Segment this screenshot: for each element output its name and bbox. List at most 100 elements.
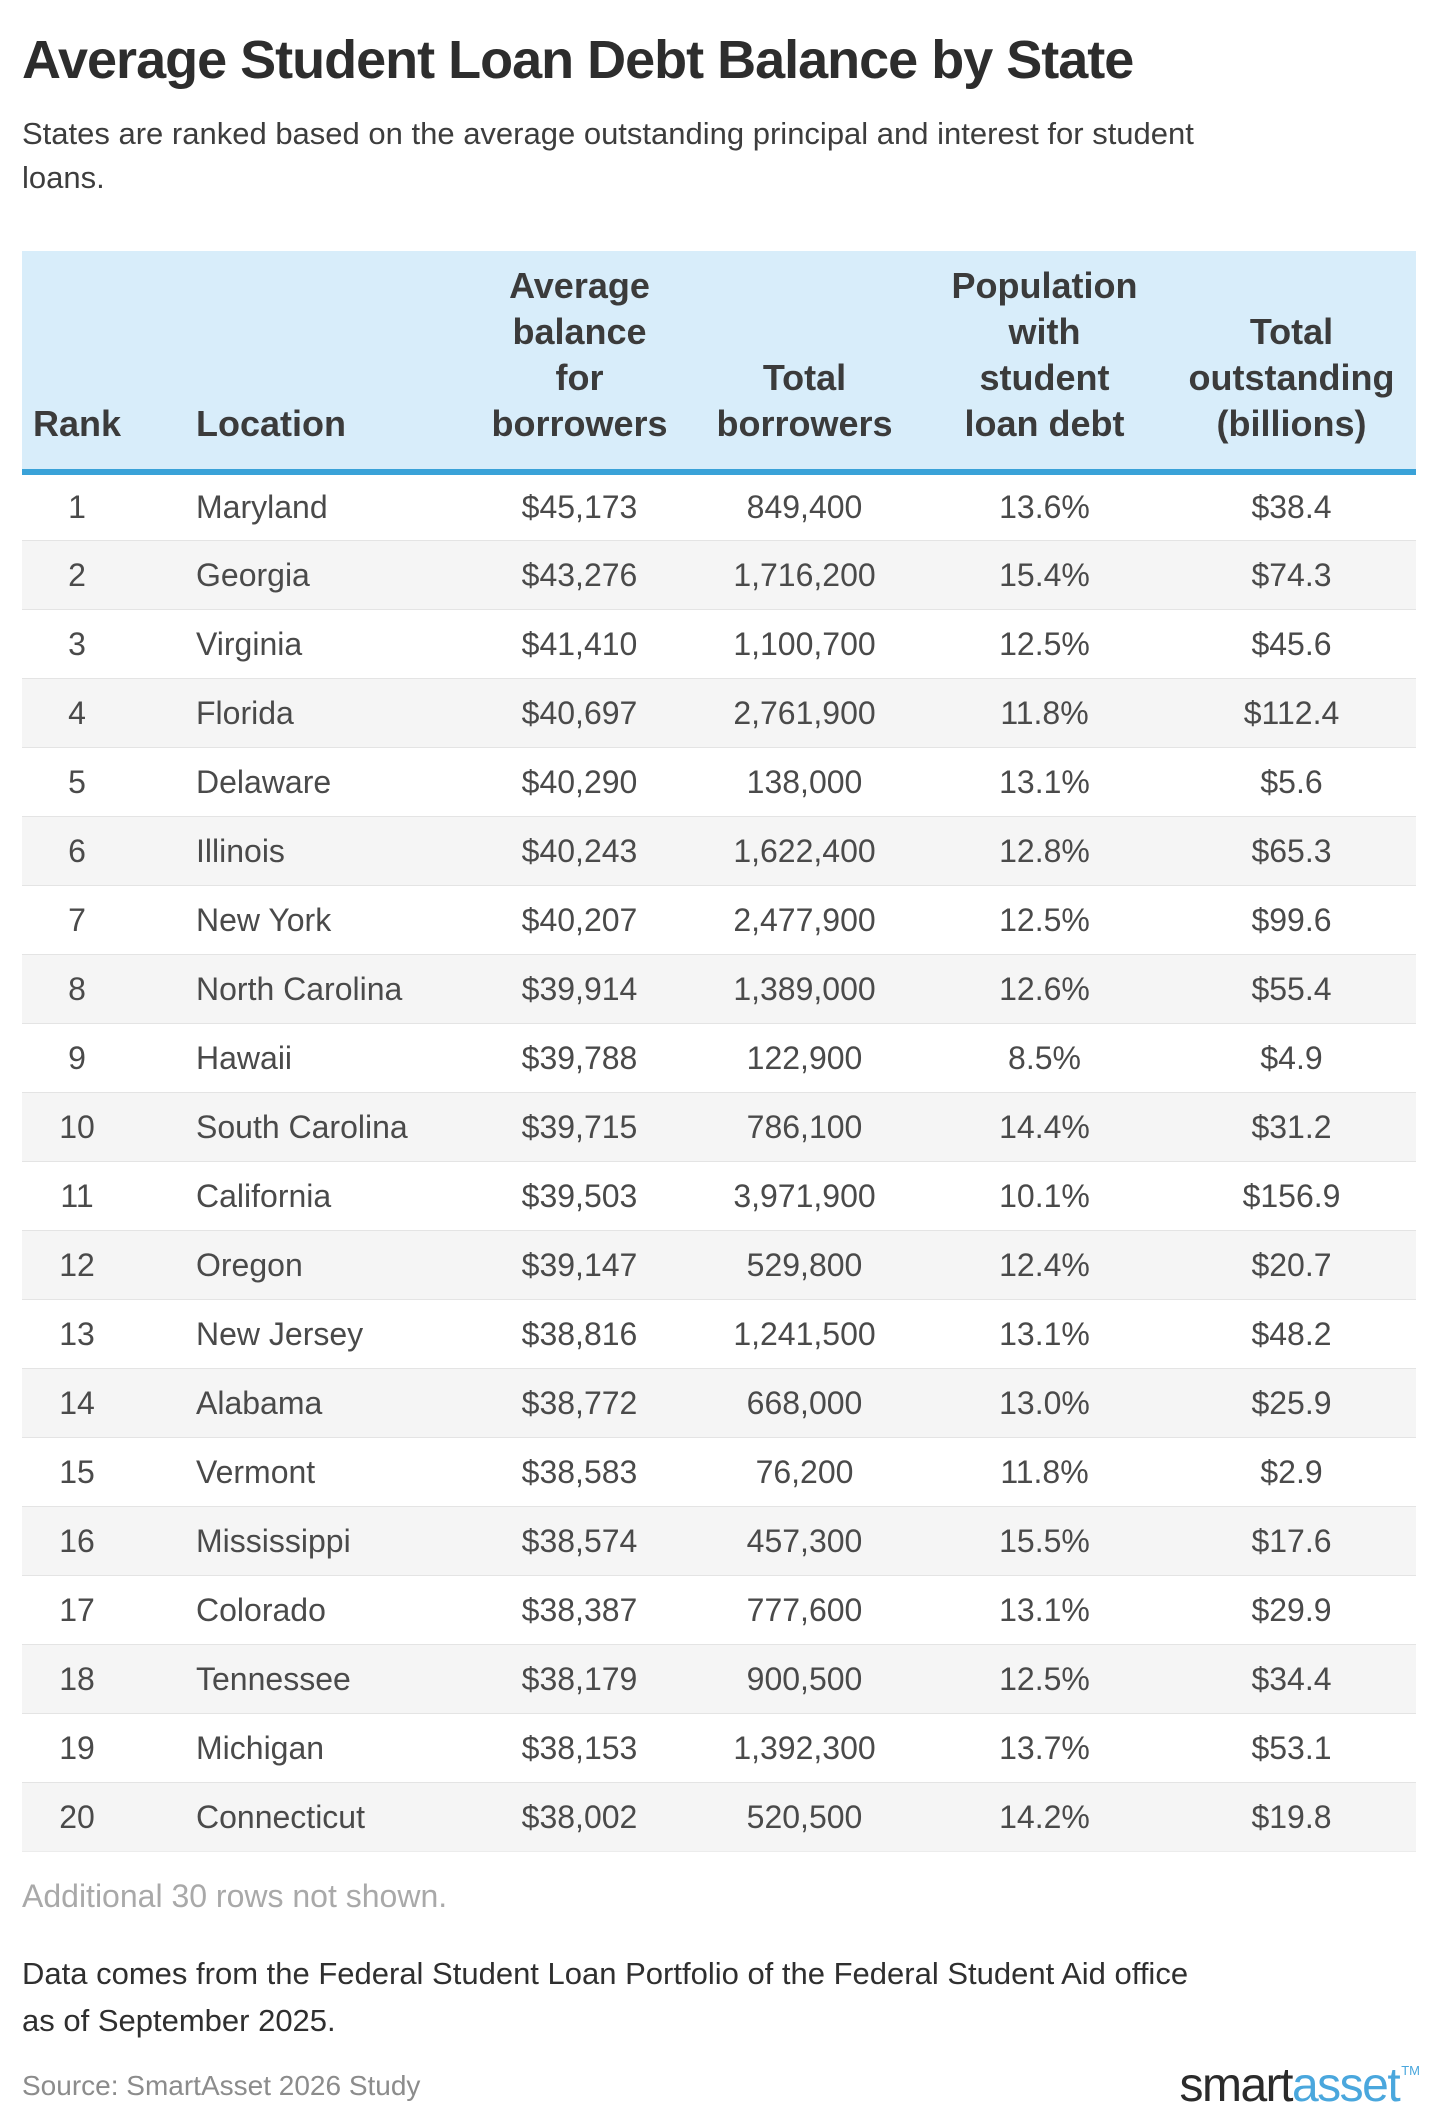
population-pct-cell: 8.5% [922, 1023, 1167, 1093]
total-borrowers-cell: 1,389,000 [687, 954, 922, 1024]
total-borrowers-cell: 2,761,900 [687, 678, 922, 748]
population-pct-cell: 13.7% [922, 1713, 1167, 1783]
population-pct-cell: 12.6% [922, 954, 1167, 1024]
avg-balance-cell: $38,583 [472, 1437, 687, 1507]
total-borrowers-cell: 1,716,200 [687, 540, 922, 610]
avg-balance-cell: $40,697 [472, 678, 687, 748]
total-outstanding-cell: $65.3 [1167, 816, 1416, 886]
rank-cell: 12 [22, 1230, 132, 1300]
table-row: 3 Virginia $41,410 1,100,700 12.5% $45.6 [22, 609, 1416, 679]
total-borrowers-cell: 457,300 [687, 1506, 922, 1576]
total-borrowers-cell: 668,000 [687, 1368, 922, 1438]
rank-cell: 7 [22, 885, 132, 955]
population-pct-cell: 15.4% [922, 540, 1167, 610]
population-pct-cell: 12.4% [922, 1230, 1167, 1300]
total-borrowers-cell: 1,241,500 [687, 1299, 922, 1369]
location-cell: New York [132, 885, 472, 955]
total-borrowers-cell: 122,900 [687, 1023, 922, 1093]
total-borrowers-cell: 3,971,900 [687, 1161, 922, 1231]
avg-balance-cell: $43,276 [472, 540, 687, 610]
table-row: 7 New York $40,207 2,477,900 12.5% $99.6 [22, 885, 1416, 955]
location-cell: Virginia [132, 609, 472, 679]
table-row: 4 Florida $40,697 2,761,900 11.8% $112.4 [22, 678, 1416, 748]
total-borrowers-cell: 2,477,900 [687, 885, 922, 955]
total-outstanding-cell: $4.9 [1167, 1023, 1416, 1093]
page: Average Student Loan Debt Balance by Sta… [22, 0, 1420, 2113]
table-header-row: Rank Location Average balance for borrower… [22, 250, 1416, 475]
total-outstanding-cell: $156.9 [1167, 1161, 1416, 1231]
rank-cell: 5 [22, 747, 132, 817]
total-borrowers-cell: 76,200 [687, 1437, 922, 1507]
logo-text-smart: smart [1179, 2059, 1293, 2113]
population-pct-cell: 11.8% [922, 678, 1167, 748]
rank-cell: 16 [22, 1506, 132, 1576]
rank-cell: 13 [22, 1299, 132, 1369]
rank-cell: 18 [22, 1644, 132, 1714]
population-pct-cell: 10.1% [922, 1161, 1167, 1231]
column-header: Total outstanding (billions) [1167, 250, 1416, 475]
location-cell: Mississippi [132, 1506, 472, 1576]
rank-cell: 3 [22, 609, 132, 679]
population-pct-cell: 11.8% [922, 1437, 1167, 1507]
total-outstanding-cell: $31.2 [1167, 1092, 1416, 1162]
source-credit: Source: SmartAsset 2026 Study [22, 2070, 421, 2102]
avg-balance-cell: $38,387 [472, 1575, 687, 1645]
avg-balance-cell: $41,410 [472, 609, 687, 679]
total-outstanding-cell: $2.9 [1167, 1437, 1416, 1507]
rank-cell: 2 [22, 540, 132, 610]
population-pct-cell: 14.2% [922, 1782, 1167, 1853]
location-cell: Maryland [196, 489, 328, 526]
avg-balance-cell: $40,290 [472, 747, 687, 817]
rank-cell: 10 [22, 1092, 132, 1162]
avg-balance-cell: $38,816 [472, 1299, 687, 1369]
total-borrowers-cell: 1,392,300 [687, 1713, 922, 1783]
logo-text-asset: asset [1291, 2059, 1401, 2113]
smartasset-logo: smartasset TM [1179, 2059, 1420, 2113]
total-outstanding-cell: $17.6 [1167, 1506, 1416, 1576]
population-pct-cell: 15.5% [922, 1506, 1167, 1576]
population-pct-cell: 12.8% [922, 816, 1167, 886]
rank-cell: 19 [22, 1713, 132, 1783]
location-cell: Georgia [132, 540, 472, 610]
population-pct-cell: 12.5% [922, 1644, 1167, 1714]
data-source-footnote: Data comes from the Federal Student Loan… [22, 1956, 1189, 2038]
table-row: 6 Illinois $40,243 1,622,400 12.8% $65.3 [22, 816, 1416, 886]
total-borrowers-cell: 520,500 [687, 1782, 922, 1853]
rank-cell: 4 [22, 678, 132, 748]
total-borrowers-cell: 849,400 [746, 489, 863, 526]
total-outstanding-cell: $38.4 [1251, 489, 1332, 526]
table-row: 9 Hawaii $39,788 122,900 8.5% $4.9 [22, 1023, 1416, 1093]
table-row: 5 Delaware $40,290 138,000 13.1% $5.6 [22, 747, 1416, 817]
total-borrowers-cell: 1,100,700 [687, 609, 922, 679]
debt-table: Rank Location Average balance for borrower… [22, 250, 1416, 1853]
avg-balance-cell: $40,243 [472, 816, 687, 886]
population-pct-cell: 13.1% [922, 747, 1167, 817]
rank-cell: 9 [22, 1023, 132, 1093]
population-pct-cell: 13.1% [922, 1299, 1167, 1369]
avg-balance-cell: $40,207 [472, 885, 687, 955]
population-pct-cell: 13.0% [922, 1368, 1167, 1438]
table-row: 14 Alabama $38,772 668,000 13.0% $25.9 [22, 1368, 1416, 1438]
table-row: 16 Mississippi $38,574 457,300 15.5% $17.6 [22, 1506, 1416, 1576]
page-title: Average Student Loan Debt Balance by Sta… [22, 30, 1134, 90]
location-cell: Connecticut [132, 1782, 472, 1853]
total-outstanding-cell: $55.4 [1167, 954, 1416, 1024]
location-cell: Colorado [132, 1575, 472, 1645]
avg-balance-cell: $39,788 [472, 1023, 687, 1093]
avg-balance-cell: $45,173 [521, 489, 638, 526]
avg-balance-cell: $38,153 [472, 1713, 687, 1783]
rank-cell: 1 [68, 489, 86, 526]
avg-balance-cell: $38,002 [472, 1782, 687, 1853]
total-outstanding-cell: $74.3 [1167, 540, 1416, 610]
table-row: 20 Connecticut $38,002 520,500 14.2% $19.8 [22, 1782, 1416, 1853]
rank-cell: 6 [22, 816, 132, 886]
total-borrowers-cell: 786,100 [687, 1092, 922, 1162]
avg-balance-cell: $39,503 [472, 1161, 687, 1231]
location-cell: Alabama [132, 1368, 472, 1438]
rank-cell: 15 [22, 1437, 132, 1507]
total-outstanding-cell: $48.2 [1167, 1299, 1416, 1369]
column-header: Location [132, 250, 472, 475]
location-cell: Vermont [132, 1437, 472, 1507]
table-row: 11 California $39,503 3,971,900 10.1% $156.9 [22, 1161, 1416, 1231]
total-outstanding-cell: $20.7 [1167, 1230, 1416, 1300]
